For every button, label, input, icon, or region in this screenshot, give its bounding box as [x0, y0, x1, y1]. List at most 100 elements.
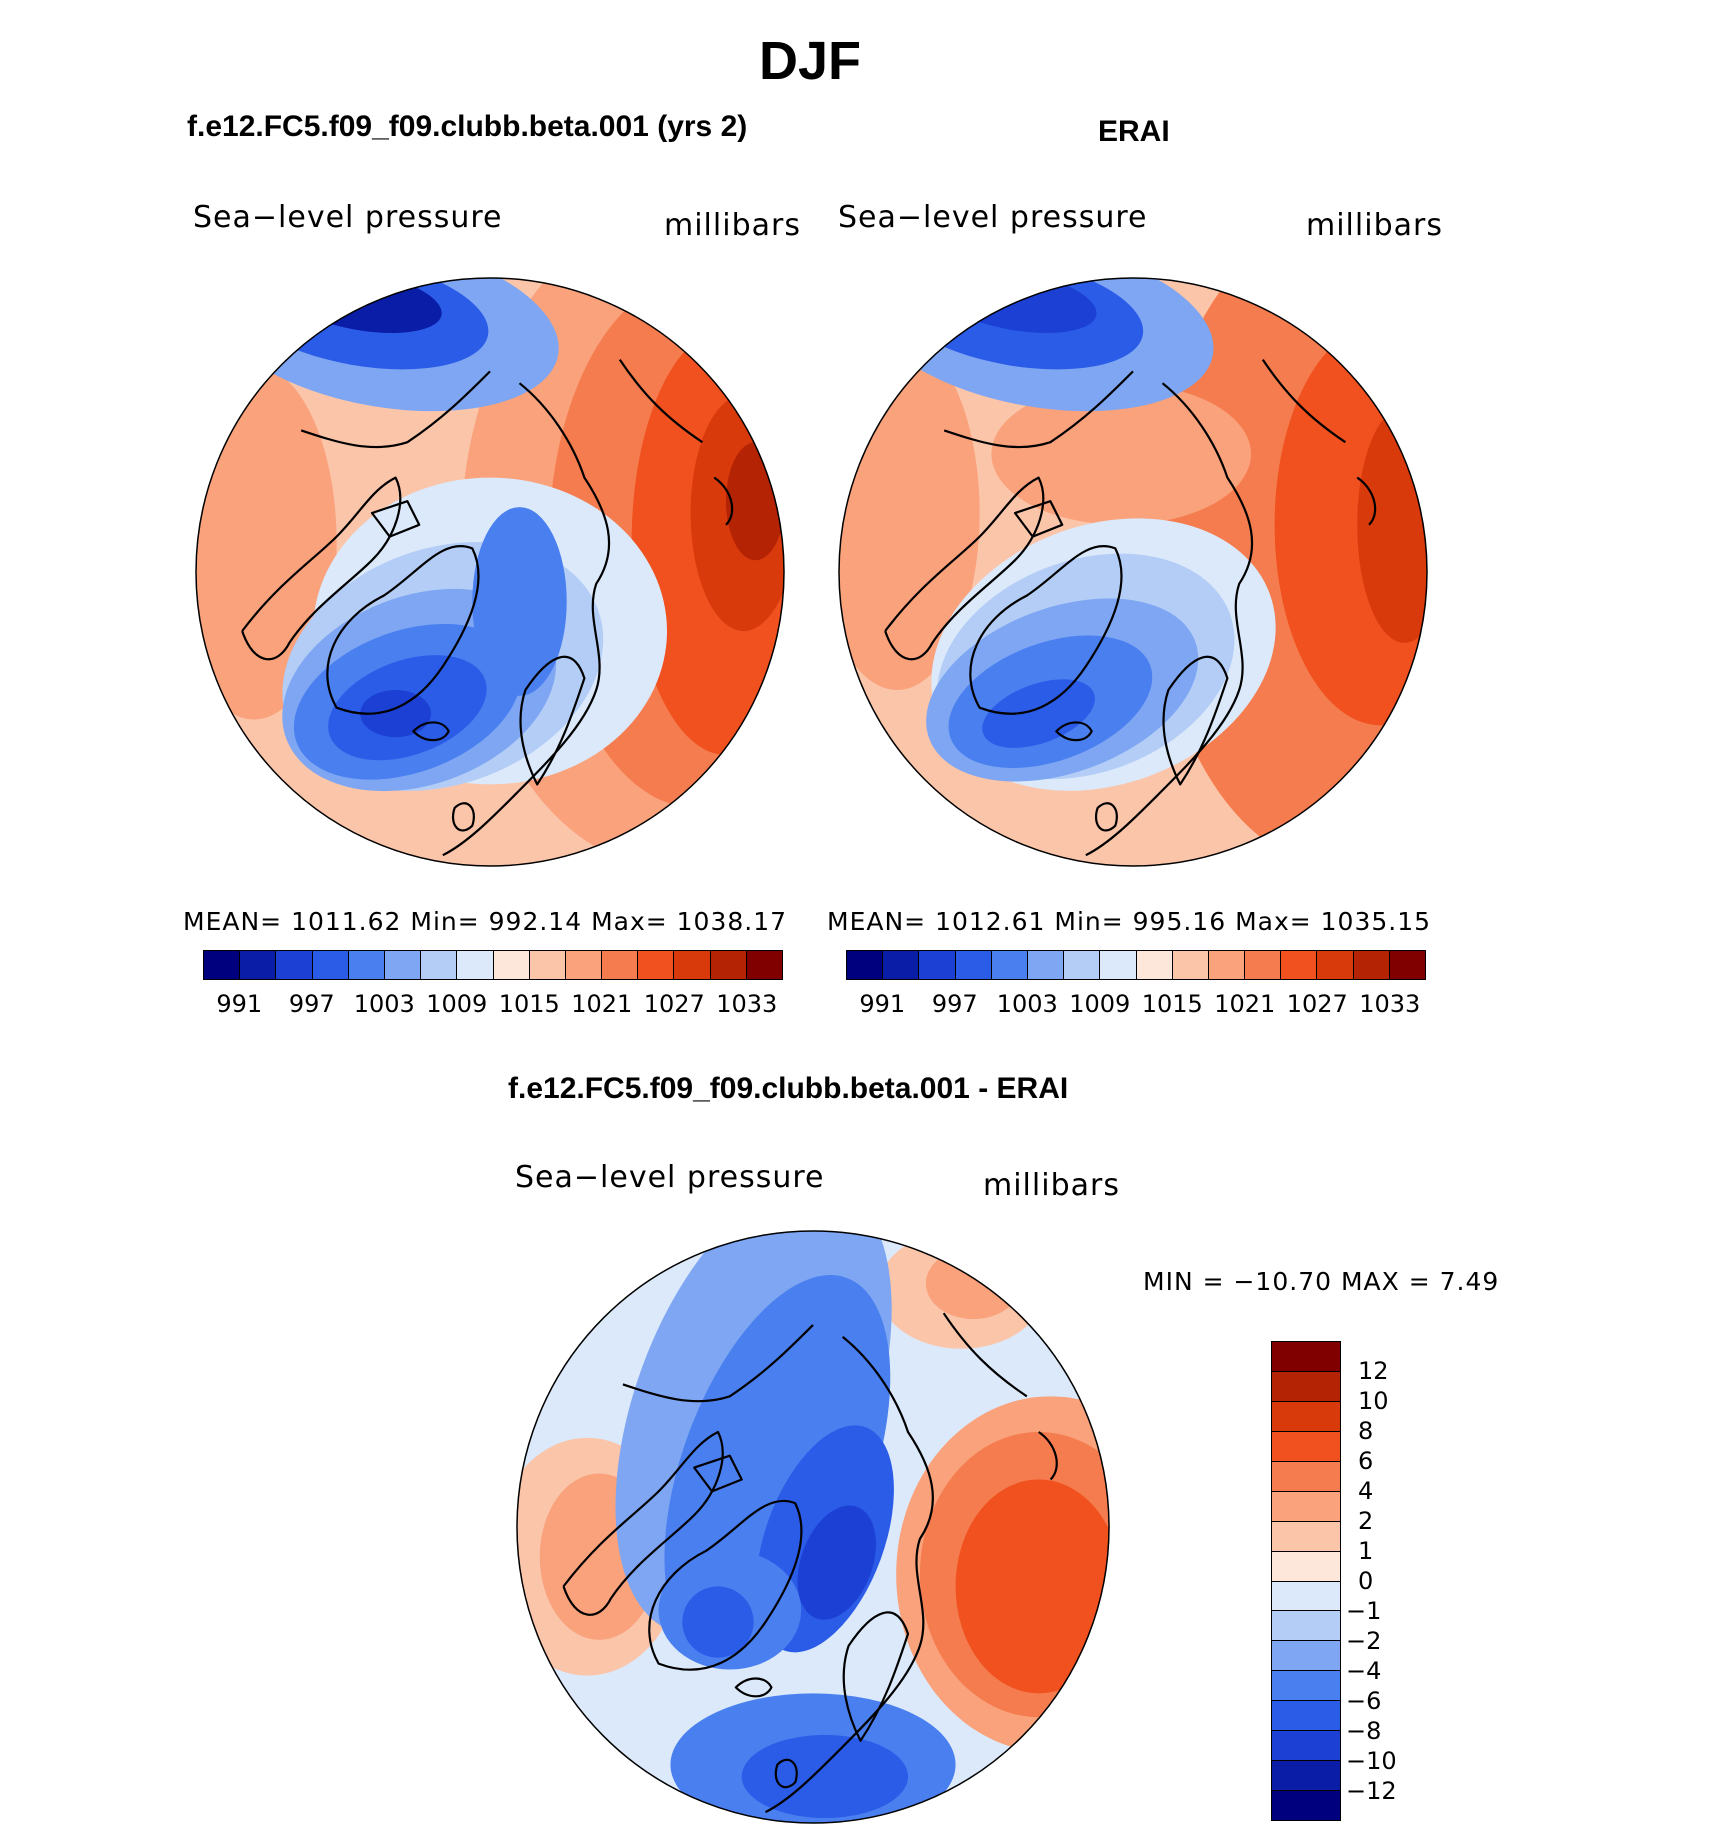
- panel-2-units-label: millibars: [1306, 208, 1443, 243]
- colorbar-swatch: [312, 951, 349, 979]
- coastline-segment: [1013, 500, 1064, 538]
- colorbar-tick-label: 1003: [996, 990, 1058, 1018]
- colorbar-tick-label: −2: [1346, 1627, 1382, 1655]
- coastline-segment: [1055, 721, 1093, 742]
- panel-2-title: ERAI: [1098, 115, 1170, 148]
- coastline-segment: [842, 1611, 910, 1742]
- panel-1-stats: MEAN= 1011.62 Min= 992.14 Max= 1038.17: [183, 907, 788, 936]
- coastline-segment: [884, 476, 1045, 661]
- panel-1-field-label: Sea−level pressure: [193, 200, 503, 235]
- colorbar-swatch: [529, 951, 566, 979]
- coastline-segment: [1085, 382, 1254, 857]
- colorbar-swatch: [1272, 1611, 1340, 1642]
- colorbar-swatch: [674, 951, 711, 979]
- coastline-segment: [969, 545, 1123, 715]
- coastline-segment: [241, 476, 402, 661]
- colorbar-tick-label: −10: [1346, 1747, 1397, 1775]
- colorbar-tick-label: 1009: [426, 990, 488, 1018]
- colorbar-swatch: [1272, 1701, 1340, 1732]
- colorbar-swatch: [919, 951, 956, 979]
- coastline-segment: [1261, 358, 1347, 444]
- contour-region: [1357, 406, 1427, 643]
- coastline-segment: [1162, 655, 1229, 786]
- coastline-segment: [452, 802, 475, 832]
- coastlines: [562, 1312, 1058, 1814]
- colorbar-tick-label: 1009: [1069, 990, 1131, 1018]
- coastline-segment: [412, 721, 450, 742]
- colorbar-tick-label: 1: [1358, 1537, 1374, 1565]
- coastline-segment: [713, 476, 734, 526]
- panel-2-colorbar: [846, 950, 1426, 980]
- contour-region: [955, 1479, 1109, 1694]
- coastline-segment: [618, 358, 704, 444]
- colorbar-swatch: [1353, 951, 1390, 979]
- panel-1-units-label: millibars: [664, 208, 801, 243]
- coastline-segment: [622, 1324, 814, 1403]
- colorbar-tick-label: 997: [288, 990, 335, 1018]
- panel-1-polar-map: [195, 277, 785, 867]
- map-boundary: [838, 277, 1428, 867]
- colorbar-swatch: [276, 951, 313, 979]
- panel-3-polar-map: [516, 1230, 1110, 1824]
- colorbar-swatch: [746, 951, 782, 979]
- coastline-segment: [774, 1758, 798, 1789]
- colorbar-tick-label: 1027: [643, 990, 705, 1018]
- colorbar-swatch: [1272, 1431, 1340, 1462]
- panel-3-units-label: millibars: [983, 1168, 1120, 1203]
- contour-region: [925, 1247, 1021, 1320]
- colorbar-swatch: [1272, 1581, 1340, 1612]
- colorbar-swatch: [1272, 1791, 1340, 1820]
- colorbar-swatch: [847, 951, 884, 979]
- colorbar-swatch: [457, 951, 494, 979]
- coastline-segment: [693, 1454, 743, 1493]
- colorbar-swatch: [204, 951, 241, 979]
- colorbar-swatch: [1272, 1761, 1340, 1792]
- colorbar-swatch: [1272, 1551, 1340, 1582]
- panel-3-colorbar: [1271, 1341, 1341, 1821]
- coastline-segment: [370, 500, 421, 538]
- colorbar-swatch: [1100, 951, 1137, 979]
- colorbar-swatch: [1389, 951, 1425, 979]
- colorbar-swatch: [348, 951, 385, 979]
- coastline-segment: [734, 1677, 773, 1698]
- coastline-segment: [942, 1312, 1028, 1398]
- colorbar-swatch: [1064, 951, 1101, 979]
- colorbar-swatch: [1272, 1371, 1340, 1402]
- figure-title: DJF: [758, 31, 861, 91]
- coastline-segment: [326, 545, 480, 715]
- colorbar-swatch: [1317, 951, 1354, 979]
- colorbar-tick-label: 0: [1358, 1567, 1374, 1595]
- colorbar-swatch: [421, 951, 458, 979]
- panel-3-stats: MIN = −10.70 MAX = 7.49: [1143, 1267, 1500, 1296]
- colorbar-tick-label: −4: [1346, 1657, 1382, 1685]
- colorbar-tick-label: 10: [1358, 1387, 1389, 1415]
- colorbar-swatch: [565, 951, 603, 979]
- coastlines: [241, 358, 734, 857]
- colorbar-swatch: [1136, 951, 1173, 979]
- colorbar-swatch: [1272, 1641, 1340, 1672]
- colorbar-swatch: [1208, 951, 1246, 979]
- colorbar-swatch: [1272, 1671, 1340, 1702]
- map-boundary: [516, 1230, 1110, 1824]
- coastline-segment: [442, 382, 611, 857]
- colorbar-swatch: [240, 951, 277, 979]
- coastline-segment: [562, 1430, 724, 1616]
- coastlines: [884, 358, 1377, 857]
- colorbar-swatch: [1272, 1401, 1340, 1432]
- colorbar-tick-label: 997: [931, 990, 978, 1018]
- coastline-segment: [943, 370, 1134, 449]
- coastline-segment: [648, 1500, 803, 1671]
- colorbar-swatch: [991, 951, 1028, 979]
- coastline-segment: [519, 655, 586, 786]
- colorbar-tick-label: 1027: [1286, 990, 1348, 1018]
- contour-region: [360, 690, 431, 738]
- panel-1-title: f.e12.FC5.f09_f09.clubb.beta.001 (yrs 2): [187, 110, 748, 143]
- coastline-segment: [1095, 802, 1118, 832]
- contour-region: [991, 383, 1251, 525]
- panel-3-field-label: Sea−level pressure: [515, 1160, 825, 1195]
- colorbar-swatch: [384, 951, 422, 979]
- panel-3-colorbar-ticks: 12 10 8 6 4 2 1 0 −1 −2 −4 −6 −8 −10 −12: [1346, 1341, 1430, 1821]
- colorbar-tick-label: −1: [1346, 1597, 1382, 1625]
- panel-1-colorbar: [203, 950, 783, 980]
- colorbar-tick-label: 1021: [571, 990, 633, 1018]
